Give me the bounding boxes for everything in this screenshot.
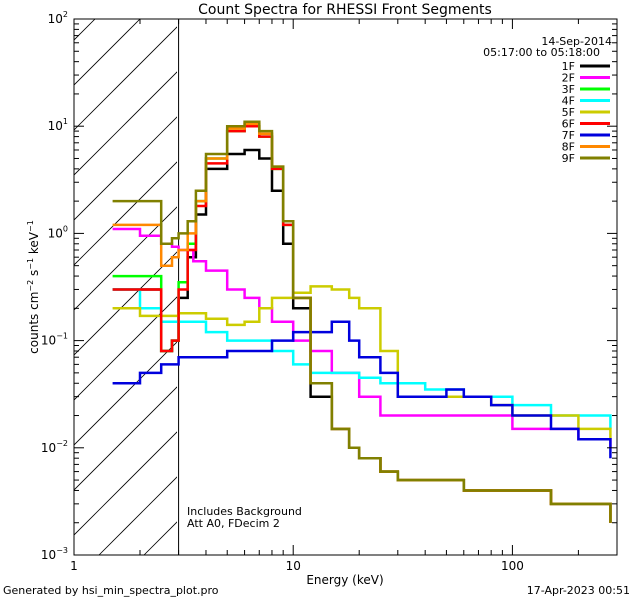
hatch-line [74,251,177,356]
legend-label-6f: 6F [562,118,575,131]
series-line-1f [112,148,612,523]
series-line-2f [112,227,612,448]
chart-title: Count Spectra for RHESSI Front Segments [198,2,492,18]
series-line-6f [112,124,612,523]
series-line-4f [112,288,612,429]
excluded-energy-hatch [0,0,640,555]
y-axis-ticks [74,18,617,556]
y-tick-label: 10−2 [41,439,68,455]
hatch-line [74,19,96,41]
x-tick-label: 10 [286,559,301,573]
hatch-line [74,26,177,131]
x-axis-tick-labels: 1 10 100 [70,559,524,573]
plot-timestamp: 17-Apr-2023 00:51 [526,584,630,597]
series-line-9f [112,120,612,523]
legend-label-7f: 7F [562,129,575,142]
legend-label-8f: 8F [562,141,575,154]
y-tick-label: 102 [48,10,68,26]
hatch-line [74,386,177,491]
y-axis-label: counts cm−2 s−1 keV−1 [26,220,41,354]
hatch-line [74,296,177,401]
annotation-background: Includes Background [187,505,302,518]
y-tick-label: 10−3 [41,546,68,562]
y-tick-label: 100 [48,224,68,240]
hatch-line [324,0,640,555]
legend-label-4f: 4F [562,95,575,108]
hatch-line [74,431,177,536]
hatch-line [74,206,177,311]
hatch-line [279,0,640,555]
series-line-7f [112,320,612,459]
date-label: 14-Sep-2014 [541,35,612,48]
series-line-8f [112,122,612,523]
hatch-line [234,0,640,555]
legend-label-5f: 5F [562,106,575,119]
hatch-line [74,71,177,176]
legend-label-3f: 3F [562,83,575,96]
x-tick-label: 100 [501,559,524,573]
hatch-line [414,0,640,555]
series-line-3f [112,124,612,523]
series-group [112,120,612,523]
hatch-line [369,0,640,555]
plot-frame [73,18,618,556]
time-range-label: 05:17:00 to 05:18:00 [483,46,600,59]
hatch-line [74,19,141,86]
hatch-line [0,0,29,555]
x-axis-ticks [73,19,618,555]
generated-by-text: Generated by hsi_min_spectra_plot.pro [3,584,219,597]
legend-label-9f: 9F [562,152,575,165]
hatch-line [74,116,177,221]
y-axis-tick-labels: 10−3 10−2 10−1 100 101 102 [41,10,68,562]
y-tick-label: 101 [48,117,68,133]
legend-label-1f: 1F [562,60,575,73]
x-tick-label: 1 [70,559,78,573]
x-axis-label: Energy (keV) [306,573,383,587]
legend-label-2f: 2F [562,72,575,85]
annotation-attenuator: Att A0, FDecim 2 [187,517,280,530]
hatch-line [98,476,177,555]
y-tick-label: 10−1 [41,332,68,348]
